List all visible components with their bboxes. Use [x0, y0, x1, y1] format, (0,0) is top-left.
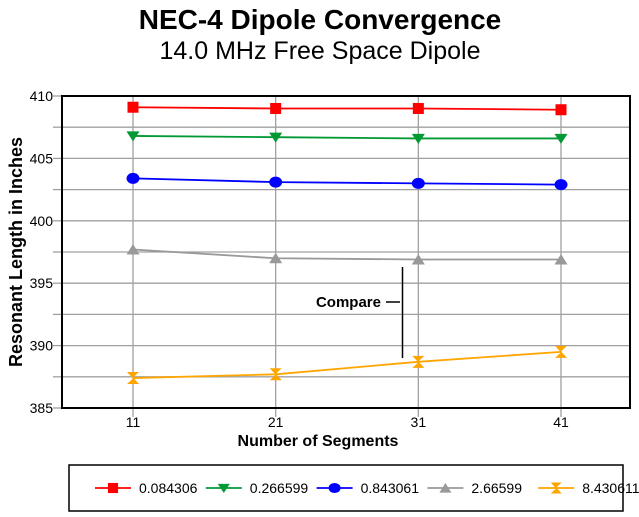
- legend-item: 2.66599: [427, 480, 522, 496]
- circle-marker-icon: [269, 176, 283, 188]
- series-0.266599: [126, 131, 568, 144]
- hourglass-marker-icon: [412, 355, 425, 368]
- legend-box: [68, 464, 624, 512]
- series-layer: [126, 101, 568, 385]
- triangle-up-marker-icon: [269, 252, 283, 264]
- y-axis-title: Resonant Length in Inches: [6, 137, 26, 367]
- series-line: [132, 350, 562, 379]
- legend-label: 0.084306: [139, 480, 198, 496]
- hourglass-marker-icon: [127, 372, 139, 385]
- triangle-up-marker-icon: [126, 244, 140, 255]
- y-tick-label: 410: [30, 88, 54, 104]
- triangle-down-marker-icon: [217, 483, 230, 494]
- plot-border: [61, 95, 631, 409]
- legend-label: 0.843061: [361, 480, 420, 496]
- series-line: [132, 177, 562, 186]
- triangle-up-marker-icon: [411, 253, 425, 265]
- tick-labels: 385 390 395 400 405 410 11 21 31 41: [30, 88, 569, 430]
- legend-label: 0.266599: [250, 480, 309, 496]
- axis-ticks: [53, 95, 562, 417]
- y-tick-label: 405: [30, 150, 54, 166]
- y-tick-label: 400: [30, 213, 54, 229]
- y-tick-label: 395: [30, 275, 54, 291]
- legend-item: 8.430611: [538, 480, 639, 496]
- square-marker-icon: [127, 101, 139, 113]
- x-axis-title: Number of Segments: [238, 433, 399, 450]
- series-0.843061: [126, 172, 568, 191]
- legend-label: 8.430611: [582, 480, 639, 496]
- triangle-down-marker-icon: [269, 132, 283, 143]
- chart-subtitle: 14.0 MHz Free Space Dipole: [160, 37, 481, 65]
- legend: 0.084306 0.266599 0.843061 2.66599 8.430611: [68, 464, 639, 512]
- hourglass-marker-icon: [269, 368, 282, 381]
- x-tick-label: 21: [268, 414, 284, 430]
- y-tick-label: 390: [30, 338, 54, 354]
- chart-title: NEC-4 Dipole Convergence: [139, 4, 502, 35]
- triangle-down-marker-icon: [554, 133, 568, 144]
- hourglass-marker-icon: [550, 482, 562, 494]
- series-line: [132, 106, 562, 111]
- legend-item: 0.084306: [95, 480, 198, 496]
- square-marker-icon: [412, 102, 424, 114]
- x-tick-label: 11: [126, 414, 141, 430]
- series-8.430611: [127, 345, 567, 385]
- triangle-up-marker-icon: [439, 482, 452, 493]
- compare-annotation: Compare: [316, 267, 404, 358]
- compare-annotation-label: Compare: [316, 294, 381, 311]
- triangle-down-marker-icon: [411, 133, 425, 144]
- circle-marker-icon: [411, 177, 425, 189]
- legend-item: 0.843061: [316, 480, 420, 496]
- triangle-up-marker-icon: [554, 253, 568, 265]
- y-tick-label: 385: [30, 400, 54, 416]
- triangle-down-marker-icon: [126, 131, 140, 142]
- legend-label: 2.66599: [471, 480, 522, 496]
- square-marker-icon: [270, 102, 282, 114]
- series-line: [132, 135, 561, 140]
- square-marker-icon: [107, 482, 119, 494]
- circle-marker-icon: [554, 179, 568, 191]
- series-2.66599: [126, 244, 568, 265]
- circle-marker-icon: [328, 482, 341, 494]
- square-marker-icon: [555, 104, 567, 116]
- series-0.084306: [127, 101, 567, 116]
- hourglass-marker-icon: [555, 345, 567, 358]
- x-tick-label: 31: [411, 414, 427, 430]
- legend-item: 0.266599: [205, 480, 309, 496]
- gridlines: [62, 96, 630, 408]
- circle-marker-icon: [126, 172, 140, 184]
- series-line: [132, 248, 561, 261]
- x-tick-label: 41: [553, 414, 569, 430]
